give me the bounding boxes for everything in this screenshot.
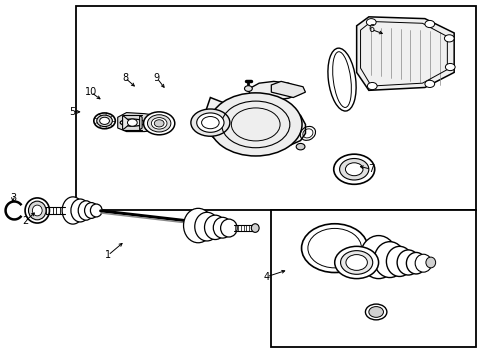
Circle shape [366,82,376,90]
Circle shape [424,21,434,28]
Circle shape [444,35,453,42]
Ellipse shape [386,246,412,276]
Circle shape [339,158,368,180]
Polygon shape [249,81,300,100]
Ellipse shape [414,254,431,272]
Circle shape [366,19,375,26]
Circle shape [244,86,252,91]
Ellipse shape [209,93,302,156]
Ellipse shape [97,115,112,127]
Ellipse shape [147,115,170,132]
Circle shape [345,255,366,270]
Ellipse shape [406,252,425,274]
Circle shape [445,63,454,71]
Bar [271,211,475,347]
Ellipse shape [425,257,435,268]
Ellipse shape [84,203,98,219]
Polygon shape [140,116,142,130]
Ellipse shape [196,113,224,132]
Text: 6: 6 [367,24,374,35]
Text: 3: 3 [10,193,16,203]
Ellipse shape [154,120,163,127]
Ellipse shape [100,117,109,125]
Ellipse shape [28,201,46,220]
Text: 5: 5 [69,107,75,117]
Ellipse shape [32,205,42,216]
Ellipse shape [373,242,405,278]
Ellipse shape [220,219,237,237]
Ellipse shape [327,48,355,111]
Bar [76,6,475,211]
Text: 9: 9 [153,73,160,83]
Ellipse shape [90,204,102,217]
Polygon shape [356,17,453,90]
Polygon shape [122,116,131,130]
Circle shape [333,154,374,184]
Circle shape [365,304,386,320]
Ellipse shape [94,113,115,129]
Polygon shape [118,113,152,132]
Circle shape [345,163,362,176]
Text: 7: 7 [367,164,374,174]
Polygon shape [205,98,305,148]
Polygon shape [271,81,305,98]
Ellipse shape [359,235,396,279]
Text: 1: 1 [105,250,111,260]
Circle shape [127,119,137,126]
Text: 2: 2 [22,216,28,226]
Circle shape [301,224,367,273]
Ellipse shape [190,109,229,136]
Text: 10: 10 [84,87,97,97]
Ellipse shape [396,250,419,275]
Ellipse shape [183,208,212,243]
Circle shape [296,143,305,150]
Ellipse shape [62,197,83,224]
Ellipse shape [71,199,89,222]
Ellipse shape [194,212,219,241]
Ellipse shape [251,224,259,232]
Ellipse shape [78,201,94,220]
Ellipse shape [120,119,144,126]
Ellipse shape [143,112,174,135]
Ellipse shape [204,215,225,239]
Circle shape [368,307,383,318]
Ellipse shape [25,198,49,223]
Circle shape [340,251,372,274]
Ellipse shape [213,217,231,238]
Circle shape [424,80,434,87]
Text: 8: 8 [122,73,128,83]
Text: 4: 4 [263,272,269,282]
Circle shape [334,246,378,279]
Ellipse shape [151,118,166,129]
